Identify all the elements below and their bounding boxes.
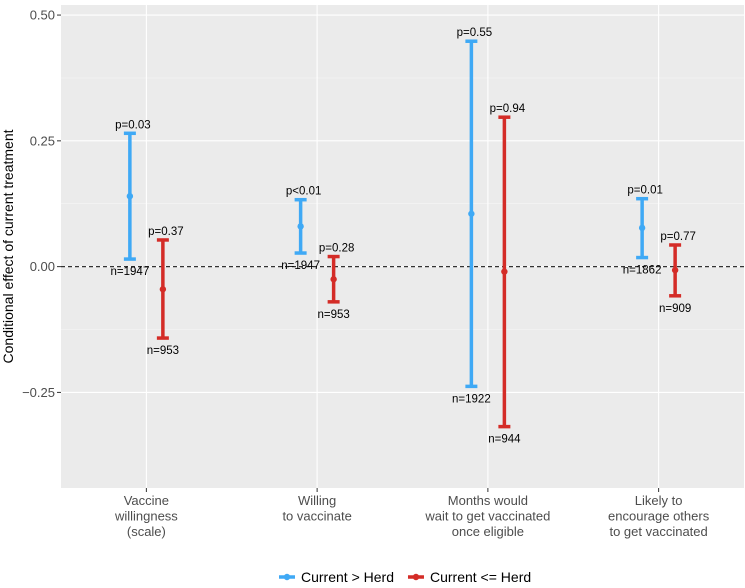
n-label: n=953 [317,309,349,321]
x-tick-label: Months would [448,493,528,508]
legend: Current > Herd Current <= Herd [279,569,531,585]
n-label: n=909 [659,303,691,315]
point-estimate [159,286,167,293]
y-tick-label: 0.00 [30,259,55,274]
p-value-label: p=0.37 [148,226,184,238]
n-label: n=1947 [111,266,150,278]
p-value-label: p=0.03 [115,119,151,131]
p-value-label: p<0.01 [286,186,322,198]
legend-key-point [283,573,291,581]
x-tick-label: to get vaccinated [609,524,707,539]
point-estimate [501,268,508,275]
x-tick-label: once eligible [452,524,524,539]
x-tick-label: Vaccine [124,493,169,508]
p-value-label: p=0.94 [490,103,526,115]
point-estimate [671,266,679,274]
x-tick-label: encourage others [608,509,710,524]
x-tick-label: to vaccinate [282,509,351,524]
p-value-label: p=0.77 [660,231,696,243]
x-tick-label: willingness [114,509,178,524]
n-label: n=1947 [281,260,320,272]
x-tick-label: wait to get vaccinated [424,509,550,524]
y-tick-label: −0.25 [22,385,55,400]
error-bars [123,39,682,429]
y-axis-title: Conditional effect of current treatment [0,129,16,363]
annotations: p=0.03 n=1947 p<0.01 n=1947 p=0.55 n=1922 p=0.… [111,27,696,445]
panel-background [61,5,744,488]
y-axis: −0.25 0.00 0.25 0.50 [22,8,61,400]
legend-key-point [412,573,420,581]
x-tick-label: (scale) [127,524,166,539]
p-value-label: p=0.28 [319,243,355,255]
grid [61,5,744,488]
x-tick-label: Willing [298,493,336,508]
n-label: n=953 [147,345,179,357]
point-estimate [638,224,646,232]
p-value-label: p=0.01 [627,185,663,197]
legend-label: Current > Herd [301,569,394,585]
n-label: n=1922 [452,393,491,405]
n-label: n=1862 [623,265,662,277]
p-value-label: p=0.55 [457,27,493,39]
point-estimate [468,210,475,217]
y-tick-label: 0.25 [30,133,55,148]
x-tick-label: Likely to [635,493,683,508]
y-tick-label: 0.50 [30,8,55,23]
n-label: n=944 [488,434,521,446]
point-estimate [297,223,304,230]
legend-label: Current <= Herd [430,569,531,585]
point-estimate [126,192,134,200]
point-estimate [330,276,337,283]
